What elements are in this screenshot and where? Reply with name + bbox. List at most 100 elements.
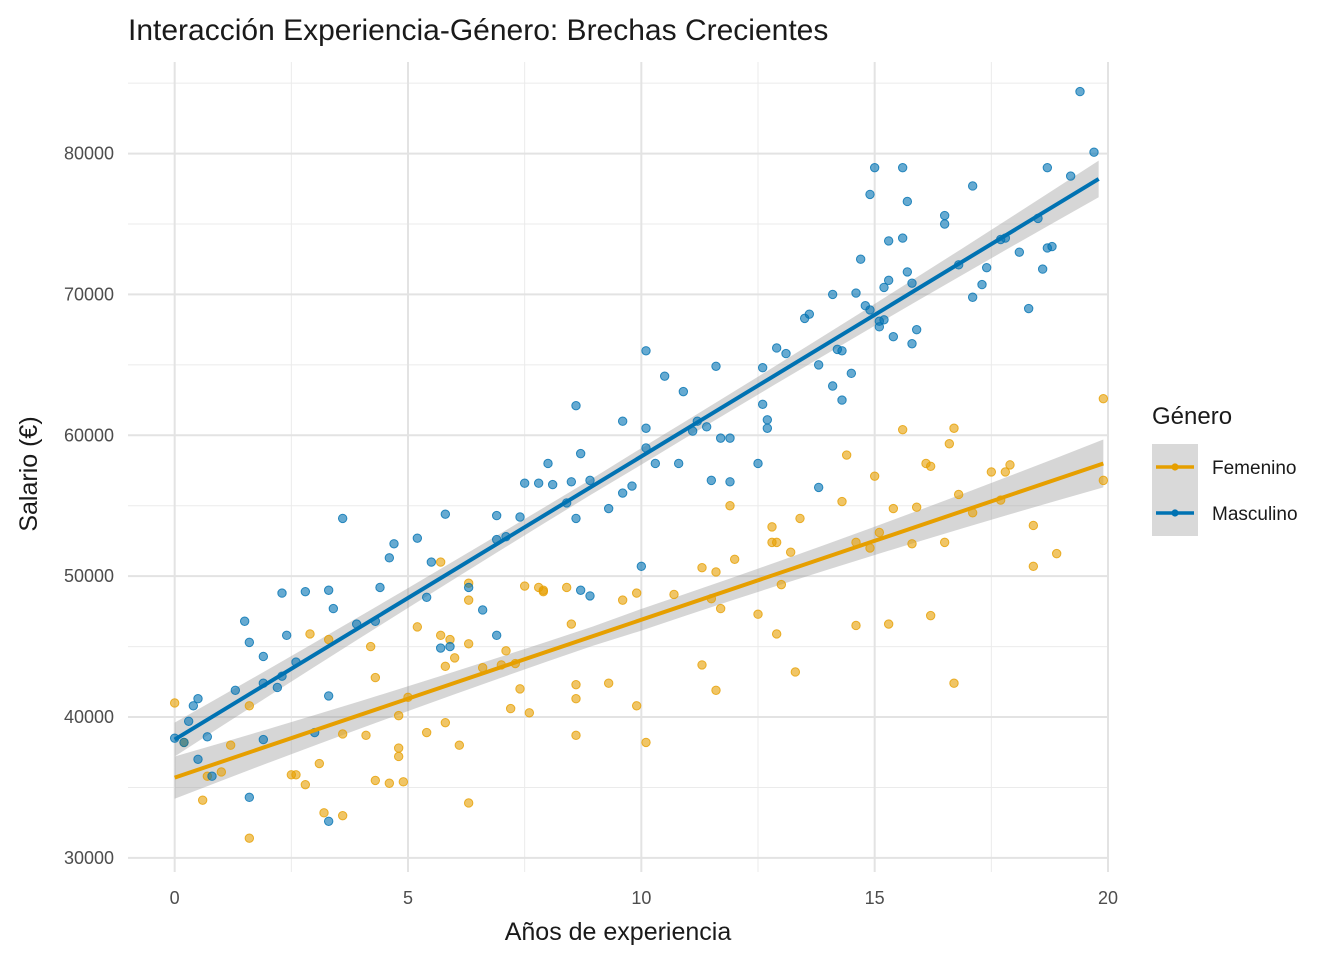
data-point-masculino	[757, 399, 768, 410]
data-point-masculino	[757, 362, 768, 373]
data-point-femenino	[515, 684, 525, 694]
data-point-masculino	[865, 189, 875, 200]
legend-keys: Femenino Masculino	[1152, 444, 1298, 536]
y-axis-title: Salario (€)	[15, 416, 43, 531]
data-point-masculino	[337, 513, 348, 524]
data-point-femenino	[949, 678, 959, 688]
x-tick-label: 15	[865, 888, 885, 908]
data-point-femenino	[519, 581, 530, 591]
data-point-masculino	[1075, 86, 1085, 97]
data-point-femenino	[888, 503, 899, 514]
data-point-femenino	[841, 450, 852, 460]
data-point-masculino	[1014, 247, 1025, 257]
data-point-masculino	[300, 586, 311, 597]
data-point-femenino	[851, 620, 861, 631]
data-point-masculino	[715, 433, 726, 443]
data-point-femenino	[669, 589, 679, 600]
data-point-masculino	[837, 395, 847, 405]
data-point-masculino	[725, 433, 735, 443]
data-point-masculino	[827, 289, 838, 300]
data-point-femenino	[944, 439, 955, 449]
data-point-femenino	[291, 770, 301, 780]
data-point-masculino	[193, 754, 203, 765]
trend-line-femenino	[174, 461, 1104, 780]
data-point-masculino	[939, 219, 950, 229]
data-point-femenino	[300, 779, 311, 790]
data-point-masculino	[239, 616, 250, 626]
data-point-masculino	[869, 162, 880, 173]
x-tick-label: 20	[1098, 888, 1118, 908]
data-point-femenino	[785, 547, 796, 557]
data-point-femenino	[412, 622, 423, 632]
data-point-femenino	[571, 679, 581, 690]
data-point-masculino	[575, 448, 586, 459]
data-point-femenino	[1098, 475, 1109, 486]
legend: Género Femenino Masculino	[1152, 403, 1298, 536]
data-point-masculino	[902, 196, 913, 207]
data-point-femenino	[571, 694, 581, 704]
data-point-femenino	[361, 730, 371, 741]
data-point-masculino	[272, 682, 283, 693]
data-point-masculino	[603, 503, 614, 514]
data-point-masculino	[323, 585, 334, 595]
data-point-masculino	[585, 591, 595, 601]
data-point-femenino	[925, 461, 936, 471]
data-point-femenino	[874, 527, 885, 538]
data-point-femenino	[715, 603, 726, 614]
data-point-femenino	[1000, 467, 1011, 477]
data-point-femenino	[697, 660, 707, 670]
data-point-masculino	[412, 533, 423, 543]
x-tick-label: 0	[170, 888, 180, 908]
data-point-masculino	[781, 348, 791, 359]
data-point-masculino	[491, 630, 502, 641]
data-point-masculino	[281, 630, 292, 641]
data-point-masculino	[725, 477, 735, 487]
trend-line-masculino	[173, 177, 1100, 742]
data-point-femenino	[323, 634, 334, 645]
data-point-masculino	[207, 771, 217, 781]
data-point-femenino	[1028, 561, 1039, 572]
data-point-femenino	[603, 678, 614, 688]
data-point-masculino	[977, 279, 987, 290]
data-point-femenino	[216, 767, 227, 777]
data-point-femenino	[790, 667, 801, 677]
data-point-femenino	[393, 710, 404, 721]
data-point-masculino	[230, 685, 241, 695]
data-point-femenino	[463, 595, 474, 605]
data-point-femenino	[753, 609, 763, 619]
data-point-masculino	[813, 360, 824, 370]
data-point-femenino	[697, 563, 707, 573]
data-point-masculino	[907, 278, 917, 288]
data-point-masculino	[435, 643, 446, 653]
data-point-femenino	[454, 740, 465, 750]
data-point-masculino	[389, 539, 399, 549]
data-point-femenino	[524, 708, 535, 718]
data-point-femenino	[795, 513, 805, 524]
data-point-masculino	[328, 603, 339, 614]
data-point-femenino	[225, 740, 236, 750]
data-point-masculino	[846, 368, 857, 379]
chart-title: Interacción Experiencia-Género: Brechas …	[128, 14, 828, 47]
data-point-masculino	[879, 315, 889, 325]
data-point-femenino	[393, 743, 404, 753]
y-tick-label: 60000	[64, 425, 114, 445]
y-axis-ticks: 30000 40000 50000 60000 70000 80000	[64, 144, 114, 868]
major-gridlines	[128, 62, 1109, 872]
data-point-femenino	[571, 730, 581, 741]
data-point-masculino	[463, 582, 474, 593]
data-point-femenino	[939, 537, 950, 548]
data-point-femenino	[837, 496, 847, 507]
trend-lines	[173, 177, 1104, 780]
data-point-masculino	[491, 510, 502, 521]
data-point-femenino	[244, 701, 255, 711]
data-point-masculino	[883, 236, 894, 246]
data-point-masculino	[202, 732, 213, 742]
data-point-masculino	[421, 592, 432, 603]
data-point-femenino	[986, 467, 997, 477]
data-point-masculino	[827, 381, 838, 391]
data-point-femenino	[244, 833, 255, 843]
data-point-femenino	[370, 775, 381, 786]
y-tick-label: 30000	[64, 848, 114, 868]
data-point-masculino	[753, 458, 763, 469]
data-point-masculino	[813, 482, 824, 493]
